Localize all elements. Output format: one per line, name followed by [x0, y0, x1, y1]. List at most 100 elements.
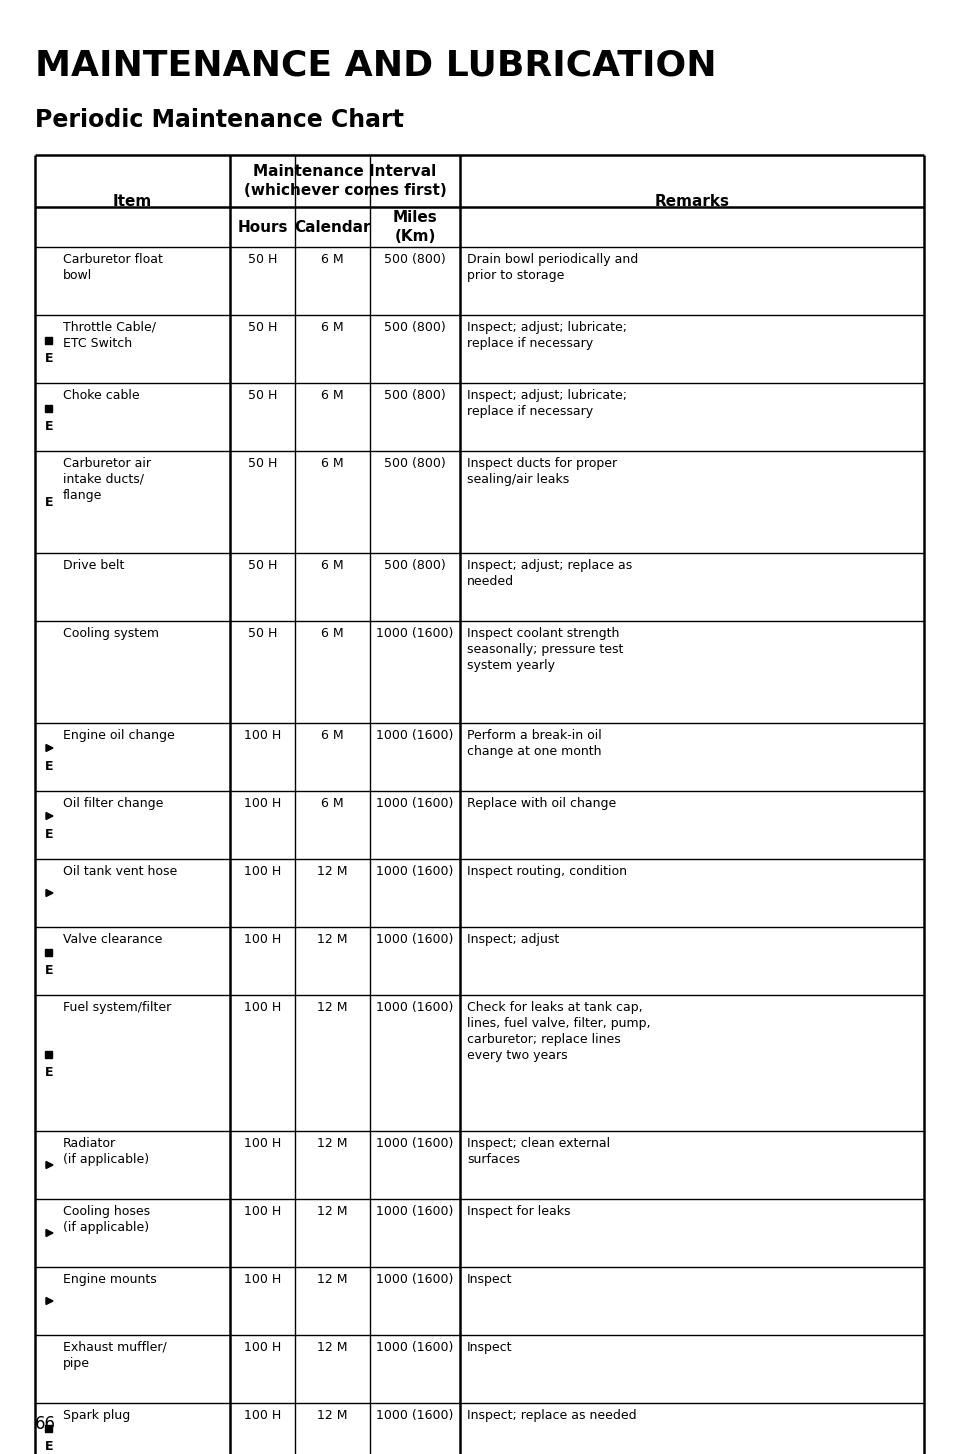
Text: Inspect ducts for proper
sealing/air leaks: Inspect ducts for proper sealing/air lea…	[467, 457, 617, 486]
Text: 1000 (1600): 1000 (1600)	[375, 1274, 454, 1285]
Bar	[46, 1425, 52, 1432]
Text: 6 M: 6 M	[321, 457, 343, 470]
Text: 100 H: 100 H	[244, 1409, 281, 1422]
Text: Valve clearance: Valve clearance	[63, 933, 162, 947]
Text: E: E	[45, 420, 53, 432]
Text: Inspect; adjust; replace as
needed: Inspect; adjust; replace as needed	[467, 558, 632, 587]
Text: 12 M: 12 M	[317, 865, 348, 878]
Text: 12 M: 12 M	[317, 1341, 348, 1354]
Text: 1000 (1600): 1000 (1600)	[375, 728, 454, 742]
Text: Inspect; adjust; lubricate;
replace if necessary: Inspect; adjust; lubricate; replace if n…	[467, 321, 626, 350]
Text: 12 M: 12 M	[317, 1274, 348, 1285]
Text: 6 M: 6 M	[321, 321, 343, 334]
Text: Replace with oil change: Replace with oil change	[467, 797, 616, 810]
Text: 100 H: 100 H	[244, 865, 281, 878]
Text: 12 M: 12 M	[317, 933, 348, 947]
Polygon shape	[46, 1230, 53, 1236]
Text: Drive belt: Drive belt	[63, 558, 124, 571]
Text: Periodic Maintenance Chart: Periodic Maintenance Chart	[35, 108, 403, 132]
Bar	[46, 1050, 52, 1057]
Text: 100 H: 100 H	[244, 797, 281, 810]
Text: E: E	[45, 496, 53, 509]
Text: 12 M: 12 M	[317, 1409, 348, 1422]
Text: Hours: Hours	[237, 220, 288, 234]
Text: E: E	[45, 352, 53, 365]
Text: 100 H: 100 H	[244, 1205, 281, 1218]
Text: Choke cable: Choke cable	[63, 390, 139, 401]
Text: Remarks: Remarks	[654, 193, 729, 208]
Text: 1000 (1600): 1000 (1600)	[375, 1000, 454, 1013]
Text: 12 M: 12 M	[317, 1137, 348, 1150]
Text: 6 M: 6 M	[321, 797, 343, 810]
Text: 1000 (1600): 1000 (1600)	[375, 1409, 454, 1422]
Text: 1000 (1600): 1000 (1600)	[375, 1137, 454, 1150]
Text: Inspect: Inspect	[467, 1341, 512, 1354]
Text: Miles
(Km): Miles (Km)	[393, 211, 436, 244]
Polygon shape	[46, 1162, 53, 1169]
Text: 12 M: 12 M	[317, 1000, 348, 1013]
Text: 6 M: 6 M	[321, 253, 343, 266]
Text: Exhaust muffler/
pipe: Exhaust muffler/ pipe	[63, 1341, 167, 1370]
Text: 100 H: 100 H	[244, 1000, 281, 1013]
Text: Inspect for leaks: Inspect for leaks	[467, 1205, 570, 1218]
Text: 6 M: 6 M	[321, 728, 343, 742]
Text: 50 H: 50 H	[248, 627, 277, 640]
Text: Engine mounts: Engine mounts	[63, 1274, 156, 1285]
Text: 100 H: 100 H	[244, 1137, 281, 1150]
Text: Inspect coolant strength
seasonally; pressure test
system yearly: Inspect coolant strength seasonally; pre…	[467, 627, 622, 672]
Text: Check for leaks at tank cap,
lines, fuel valve, filter, pump,
carburetor; replac: Check for leaks at tank cap, lines, fuel…	[467, 1000, 650, 1061]
Text: 6 M: 6 M	[321, 390, 343, 401]
Text: 12 M: 12 M	[317, 1205, 348, 1218]
Text: Throttle Cable/
ETC Switch: Throttle Cable/ ETC Switch	[63, 321, 156, 350]
Text: Calendar: Calendar	[294, 220, 371, 234]
Text: Inspect; replace as needed: Inspect; replace as needed	[467, 1409, 636, 1422]
Text: 1000 (1600): 1000 (1600)	[375, 1205, 454, 1218]
Text: Inspect; adjust: Inspect; adjust	[467, 933, 558, 947]
Text: E: E	[45, 1439, 53, 1453]
Text: MAINTENANCE AND LUBRICATION: MAINTENANCE AND LUBRICATION	[35, 48, 716, 81]
Text: 50 H: 50 H	[248, 558, 277, 571]
Text: Inspect; adjust; lubricate;
replace if necessary: Inspect; adjust; lubricate; replace if n…	[467, 390, 626, 417]
Bar	[46, 404, 52, 411]
Bar	[46, 948, 52, 955]
Text: 6 M: 6 M	[321, 627, 343, 640]
Polygon shape	[46, 1297, 53, 1304]
Text: E: E	[45, 759, 53, 772]
Text: Radiator
(if applicable): Radiator (if applicable)	[63, 1137, 149, 1166]
Text: 66: 66	[35, 1415, 56, 1434]
Text: E: E	[45, 964, 53, 977]
Text: Cooling hoses
(if applicable): Cooling hoses (if applicable)	[63, 1205, 150, 1234]
Text: Perform a break-in oil
change at one month: Perform a break-in oil change at one mon…	[467, 728, 601, 758]
Text: Oil filter change: Oil filter change	[63, 797, 163, 810]
Polygon shape	[46, 890, 53, 897]
Text: 100 H: 100 H	[244, 1341, 281, 1354]
Text: 50 H: 50 H	[248, 390, 277, 401]
Text: E: E	[45, 827, 53, 840]
Text: 500 (800): 500 (800)	[384, 390, 445, 401]
Bar	[46, 336, 52, 343]
Text: E: E	[45, 1066, 53, 1079]
Polygon shape	[46, 744, 53, 752]
Text: 1000 (1600): 1000 (1600)	[375, 865, 454, 878]
Text: Item: Item	[112, 193, 152, 208]
Text: Carburetor float
bowl: Carburetor float bowl	[63, 253, 163, 282]
Text: 1000 (1600): 1000 (1600)	[375, 1341, 454, 1354]
Text: Drain bowl periodically and
prior to storage: Drain bowl periodically and prior to sto…	[467, 253, 638, 282]
Text: Engine oil change: Engine oil change	[63, 728, 174, 742]
Text: Inspect; clean external
surfaces: Inspect; clean external surfaces	[467, 1137, 610, 1166]
Text: Inspect: Inspect	[467, 1274, 512, 1285]
Text: 500 (800): 500 (800)	[384, 457, 445, 470]
Text: Maintenance Interval
(whichever comes first): Maintenance Interval (whichever comes fi…	[243, 164, 446, 198]
Text: 50 H: 50 H	[248, 321, 277, 334]
Text: 100 H: 100 H	[244, 1274, 281, 1285]
Polygon shape	[46, 813, 53, 820]
Text: 1000 (1600): 1000 (1600)	[375, 797, 454, 810]
Text: Oil tank vent hose: Oil tank vent hose	[63, 865, 177, 878]
Text: Spark plug: Spark plug	[63, 1409, 131, 1422]
Text: Fuel system/filter: Fuel system/filter	[63, 1000, 172, 1013]
Text: 50 H: 50 H	[248, 253, 277, 266]
Text: 100 H: 100 H	[244, 933, 281, 947]
Text: 6 M: 6 M	[321, 558, 343, 571]
Text: 500 (800): 500 (800)	[384, 321, 445, 334]
Text: 1000 (1600): 1000 (1600)	[375, 933, 454, 947]
